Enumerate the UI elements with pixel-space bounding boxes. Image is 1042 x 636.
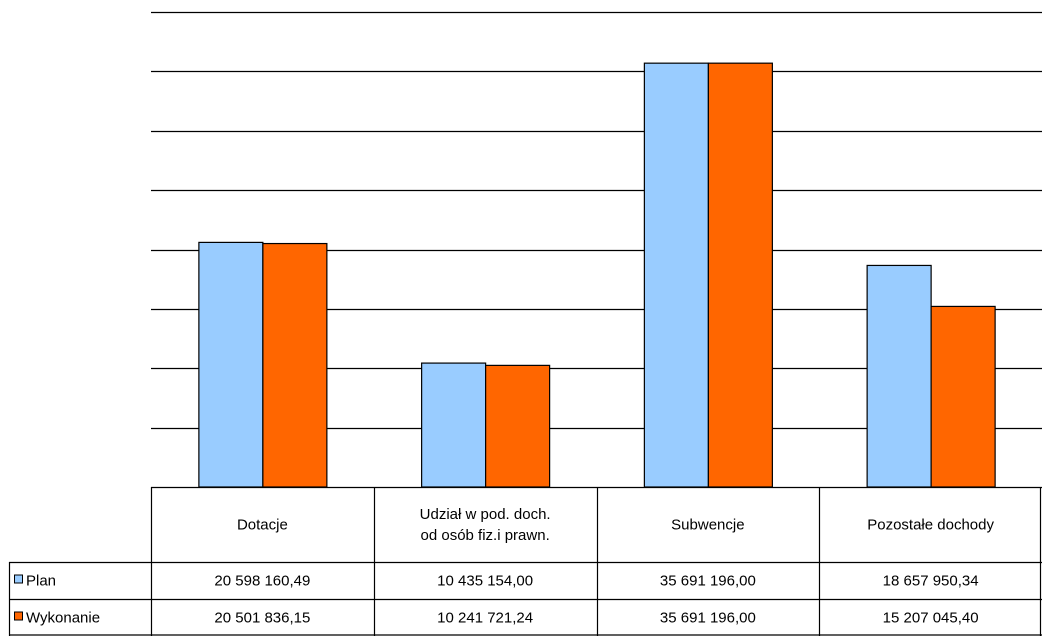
legend-swatch-plan [14,574,23,584]
data-table: Dotacje Udział w pod. doch. od osób fiz.i … [8,486,1042,636]
category-label: Dotacje [237,517,288,534]
category-label: Udział w pod. doch. [420,506,551,523]
data-label: 20 598 160,49 [214,573,310,590]
data-label: 10 435 154,00 [437,573,533,590]
data-label: 35 691 196,00 [660,573,756,590]
category-label: od osób fiz.i prawn. [421,527,550,544]
category-label: Pozostałe dochody [867,517,994,534]
bar-wykonanie-3 [930,305,996,488]
bar-plan-2 [643,62,709,488]
bar-plan-3 [866,264,932,488]
category-label: Subwencje [671,517,744,534]
data-label: 18 657 950,34 [883,573,979,590]
data-label: 35 691 196,00 [660,610,756,627]
data-label: 20 501 836,15 [214,610,310,627]
legend-label-plan: Plan [26,573,56,590]
bar-wykonanie-2 [707,62,773,488]
data-label: 10 241 721,24 [437,610,533,627]
legend-swatch-wykonanie [14,611,23,621]
bar-wykonanie-1 [485,364,551,488]
bar-plan-1 [421,362,487,488]
bar-plan-0 [198,241,264,488]
data-label: 15 207 045,40 [883,610,979,627]
legend-label-wykonanie: Wykonanie [26,610,100,627]
bar-wykonanie-0 [262,242,328,488]
bars [198,62,996,488]
